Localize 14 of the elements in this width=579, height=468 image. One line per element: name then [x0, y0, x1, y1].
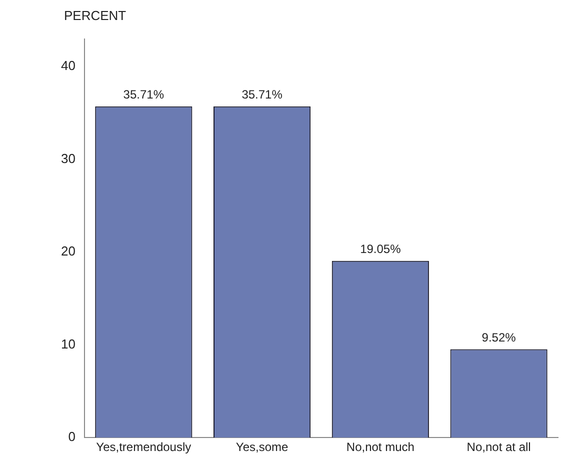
data-label: 35.71% [123, 88, 164, 102]
x-tick-label: Yes,tremendously [96, 440, 192, 454]
y-tick-label: 20 [60, 244, 76, 259]
y-tick-label: 0 [68, 429, 76, 444]
y-tick-label: 30 [60, 150, 76, 166]
data-label: 19.05% [360, 242, 402, 256]
x-tick-label: No,not much [346, 440, 414, 454]
data-label: 9.52% [482, 330, 516, 345]
x-tick-label: Yes,some [236, 440, 288, 454]
x-tick-label: No,not at all [466, 440, 531, 454]
y-axis-title: PERCENT [64, 8, 128, 25]
y-tick-label: 40 [60, 58, 76, 74]
data-label: 35.71% [242, 88, 283, 102]
y-tick-label: 10 [60, 336, 76, 352]
